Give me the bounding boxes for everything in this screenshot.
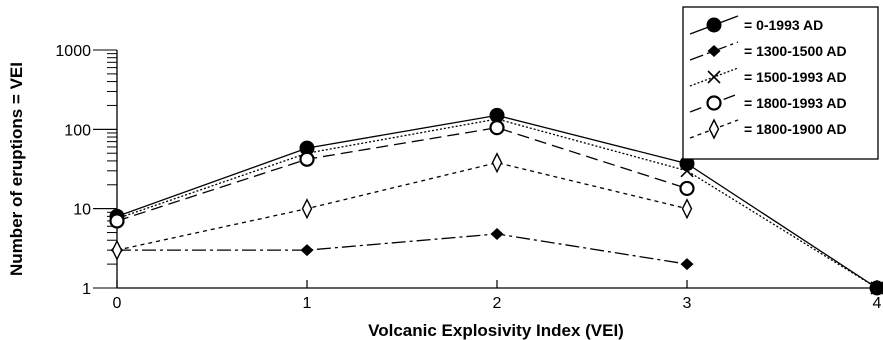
series-1-point xyxy=(489,107,505,123)
series-3-point xyxy=(870,281,883,295)
series-1-point xyxy=(299,140,315,156)
y-tick-label: 100 xyxy=(64,122,91,139)
legend-label-1: = 0-1993 AD xyxy=(744,17,823,33)
x-tick-label: 2 xyxy=(493,295,502,312)
series-5-point xyxy=(301,198,313,220)
x-tick-label: 4 xyxy=(873,295,882,312)
series-3-point xyxy=(680,164,694,178)
x-tick-label: 1 xyxy=(303,295,312,312)
series-layer xyxy=(109,107,883,296)
legend-label-5: = 1800-1900 AD xyxy=(744,121,847,137)
series-4-point xyxy=(109,213,125,229)
y-axis-title: Number of eruptions = VEI xyxy=(7,62,26,276)
x-marker-stroke xyxy=(680,164,694,178)
series-line-5 xyxy=(116,162,688,251)
x-axis-title: Volcanic Explosivity Index (VEI) xyxy=(368,321,624,340)
y-tick-label: 10 xyxy=(73,202,91,219)
x-tick-labels: 0 1 2 3 4 xyxy=(113,280,882,312)
y-tick-labels: 1 10 100 1000 xyxy=(55,43,91,298)
series-2-point xyxy=(300,244,314,257)
y-tick-label: 1 xyxy=(82,281,91,298)
series-4-point xyxy=(299,151,315,167)
x-tick-label: 0 xyxy=(113,295,122,312)
legend-items: = 0-1993 AD = 1300-1500 AD = 1500-1993 AD =… xyxy=(689,15,847,140)
x-tick-label: 3 xyxy=(683,295,692,312)
series-5-point xyxy=(491,152,503,174)
legend-label-2: = 1300-1500 AD xyxy=(744,43,847,59)
series-5-point xyxy=(681,198,693,220)
legend-label-4: = 1800-1993 AD xyxy=(744,95,847,111)
legend: = 0-1993 AD = 1300-1500 AD = 1500-1993 AD =… xyxy=(682,6,879,160)
y-minor-ticks xyxy=(93,49,117,289)
legend-label-3: = 1500-1993 AD xyxy=(744,69,847,85)
x-marker-stroke xyxy=(707,70,721,84)
series-2-point xyxy=(680,258,694,271)
legend-marker-3 xyxy=(707,70,721,84)
series-5-point xyxy=(111,239,123,261)
series-line-4 xyxy=(116,126,688,222)
series-4-point xyxy=(679,180,695,197)
legend-marker-4 xyxy=(706,95,722,111)
legend-marker-2 xyxy=(707,45,721,57)
x-marker-stroke xyxy=(870,281,883,295)
series-2-point xyxy=(490,227,504,240)
legend-marker-5 xyxy=(708,118,720,140)
y-tick-label: 1000 xyxy=(55,43,91,60)
series-line-2 xyxy=(117,233,688,265)
legend-marker-1 xyxy=(706,17,722,33)
series-4-point xyxy=(489,120,505,136)
